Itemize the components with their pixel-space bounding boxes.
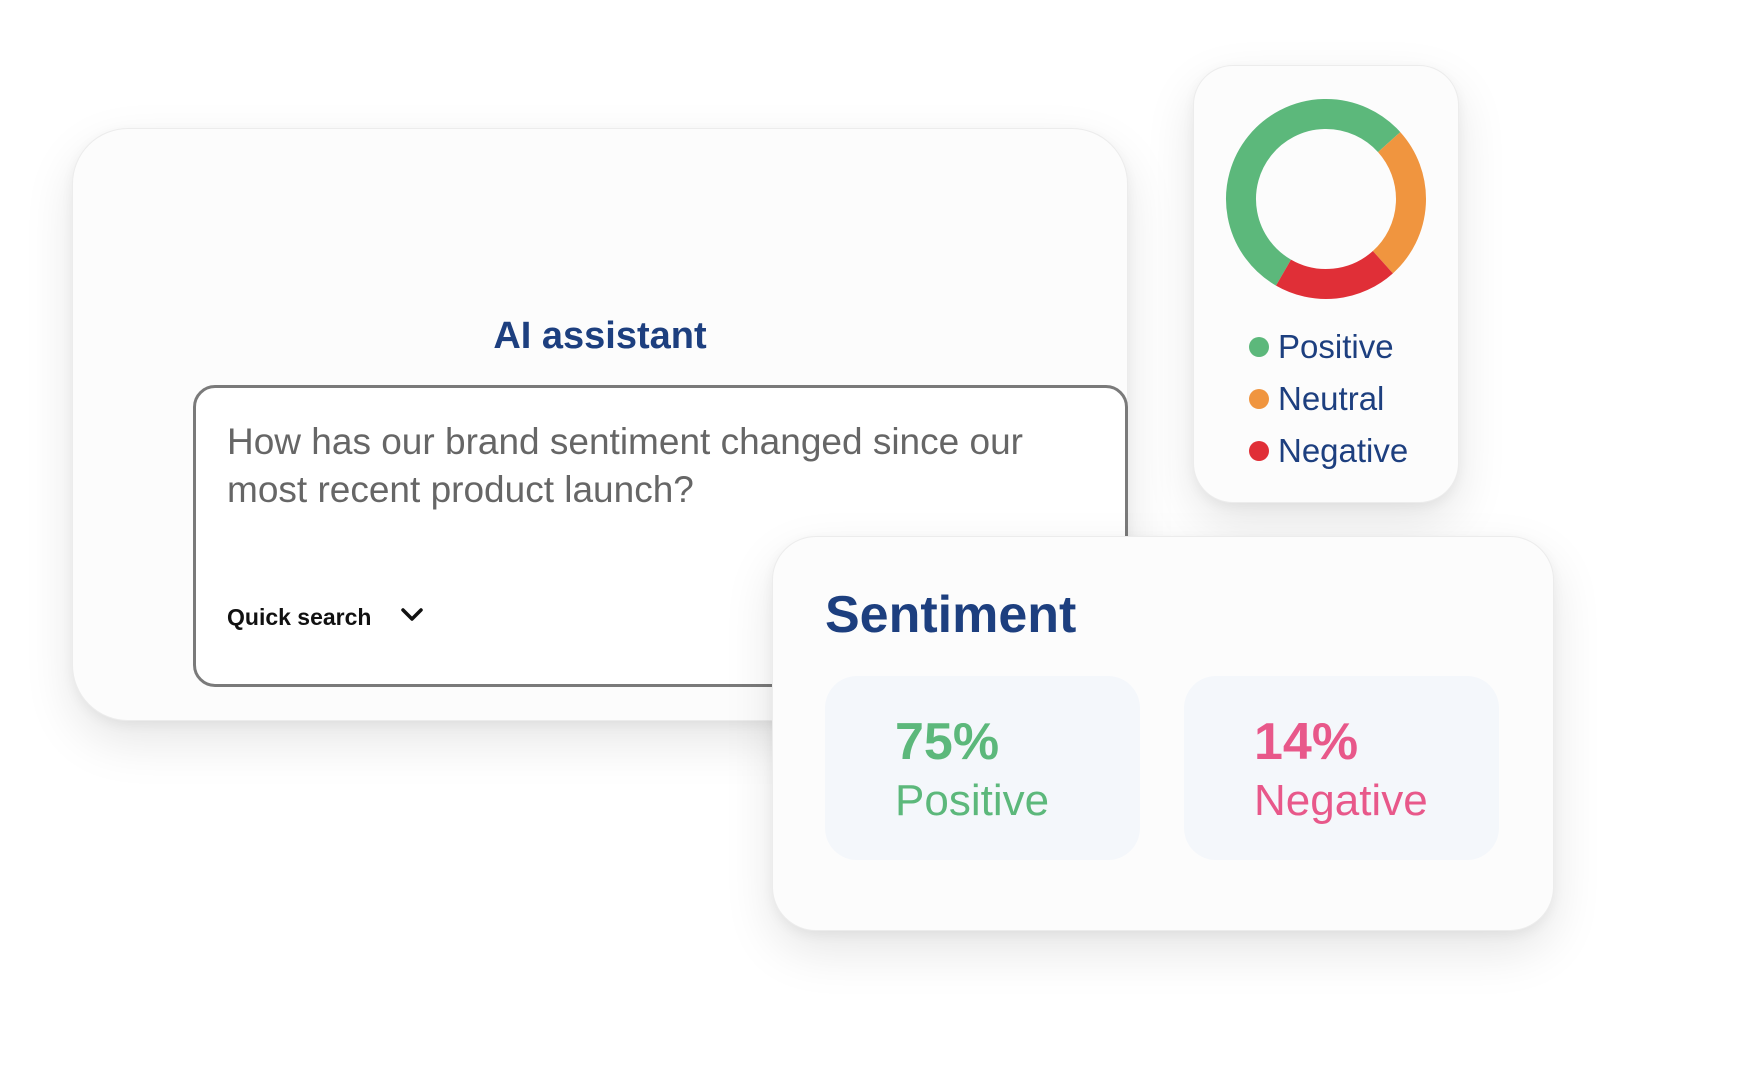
donut-segment-negative: [1276, 250, 1393, 299]
sentiment-donut-card: Positive Neutral Negative: [1193, 65, 1459, 503]
legend-label-neutral: Neutral: [1278, 380, 1385, 417]
donut-segment-positive: [1226, 99, 1401, 286]
legend-item-positive: Positive: [1249, 328, 1394, 366]
prompt-text[interactable]: How has our brand sentiment changed sinc…: [227, 421, 1023, 510]
search-mode-dropdown[interactable]: Quick search: [227, 604, 424, 631]
legend-dot-neutral: [1249, 389, 1269, 409]
ai-assistant-title: AI assistant: [493, 315, 707, 357]
positive-stat-label: Positive: [895, 776, 1050, 825]
legend-item-negative: Negative: [1249, 432, 1408, 470]
chevron-down-icon: [401, 608, 424, 627]
sentiment-card: Sentiment 75% Positive 14% Negative: [772, 536, 1554, 931]
donut-segment-neutral: [1372, 132, 1426, 274]
negative-stat-label: Negative: [1254, 776, 1428, 825]
legend-item-neutral: Neutral: [1249, 380, 1384, 418]
positive-stat-tile: 75% Positive: [825, 676, 1140, 860]
legend-dot-positive: [1249, 337, 1269, 357]
negative-stat-value: 14%: [1254, 713, 1359, 771]
legend-label-positive: Positive: [1278, 328, 1394, 365]
legend-label-negative: Negative: [1278, 432, 1409, 469]
donut-chart: [1226, 99, 1426, 299]
positive-stat-value: 75%: [895, 713, 1000, 771]
search-mode-label: Quick search: [227, 604, 372, 630]
legend-dot-negative: [1249, 441, 1269, 461]
sentiment-title: Sentiment: [825, 586, 1077, 644]
negative-stat-tile: 14% Negative: [1184, 676, 1499, 860]
